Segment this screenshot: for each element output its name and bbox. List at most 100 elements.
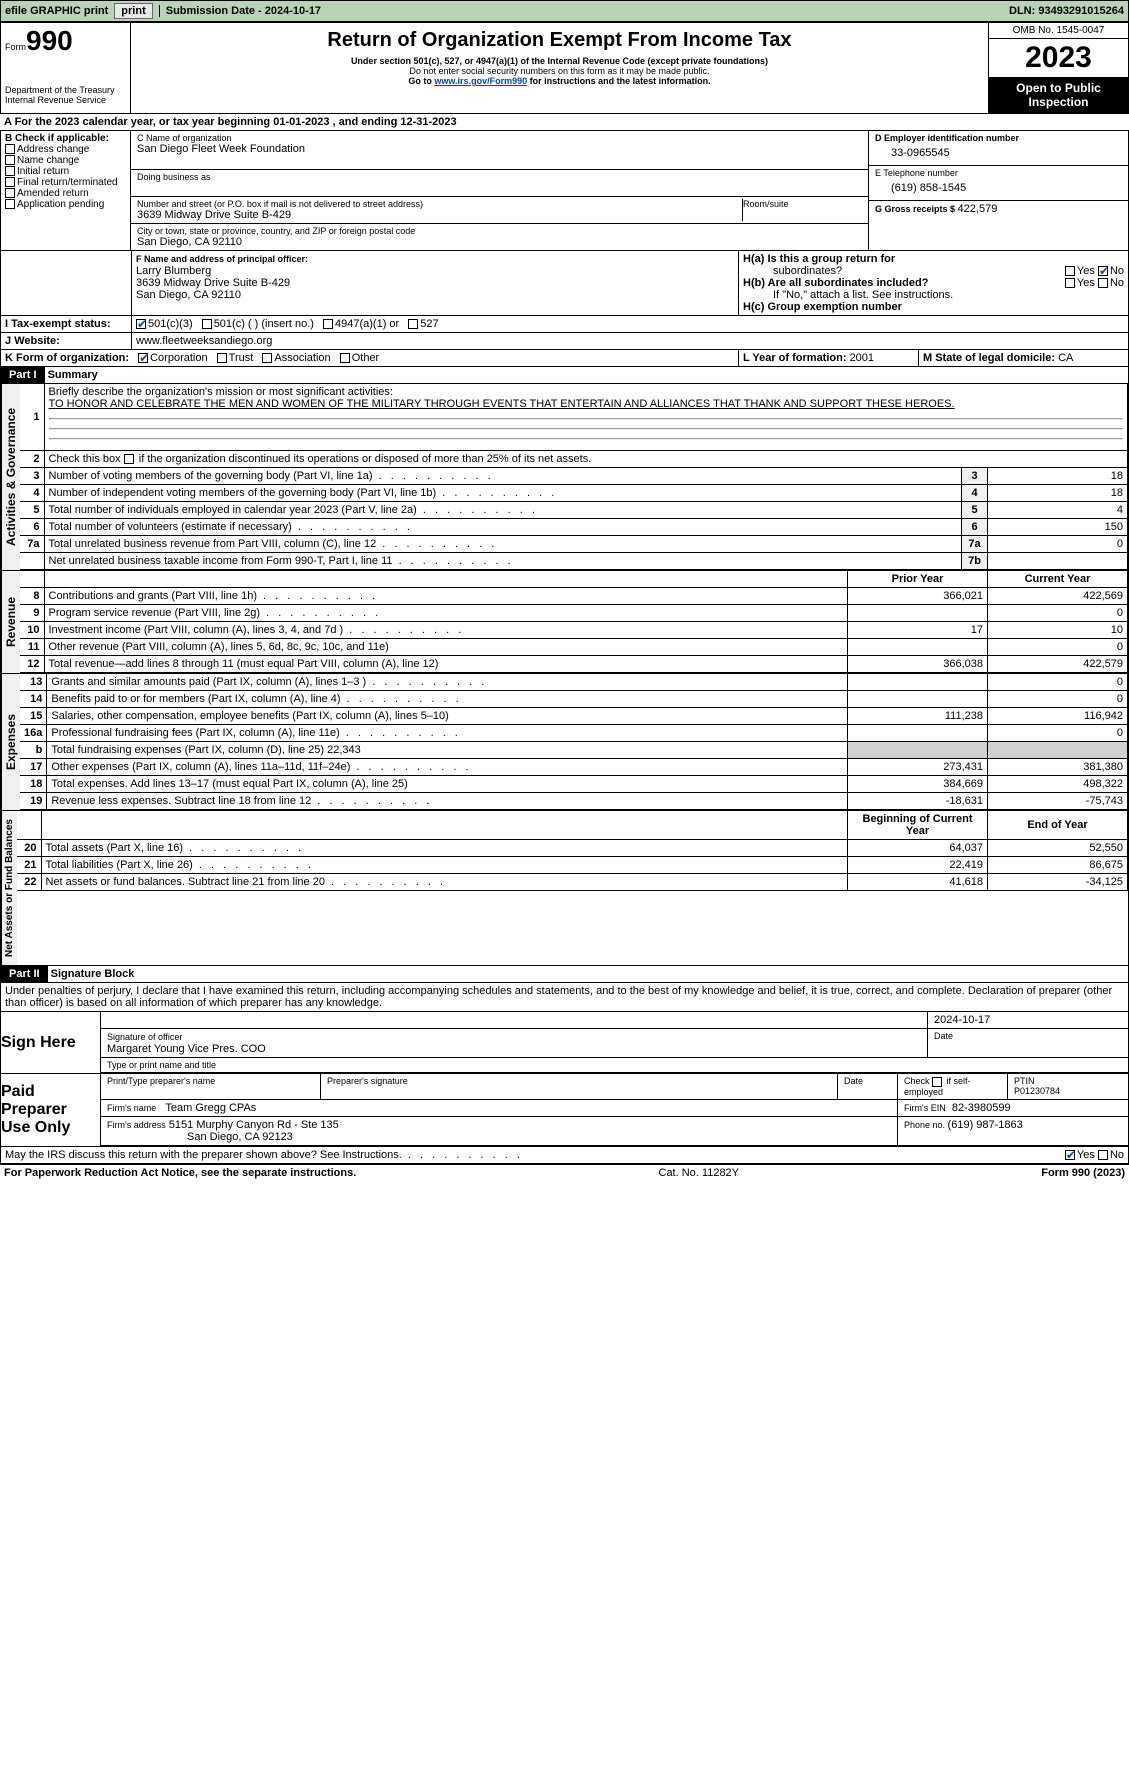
tel-lbl: E Telephone number <box>875 168 1122 178</box>
val-3: 18 <box>988 468 1128 485</box>
efile-label: efile GRAPHIC print <box>5 5 108 17</box>
tax-year: 2023 <box>989 39 1128 77</box>
officer-addr: 3639 Midway Drive Suite B-429 <box>136 277 290 289</box>
officer-sig-name: Margaret Young Vice Pres. COO <box>107 1043 266 1055</box>
cb-other[interactable] <box>340 353 350 363</box>
discuss-row: May the IRS discuss this return with the… <box>0 1147 1129 1164</box>
footer: For Paperwork Reduction Act Notice, see … <box>0 1164 1129 1181</box>
addr-lbl: Number and street (or P.O. box if mail i… <box>137 199 742 209</box>
tel: (619) 858-1545 <box>875 178 1122 198</box>
officer-name: Larry Blumberg <box>136 265 211 277</box>
activities-gov: Activities & Governance 1Briefly describ… <box>0 384 1129 571</box>
form-label: Form <box>5 42 26 52</box>
c-name-lbl: C Name of organization <box>137 133 862 143</box>
val-7b <box>988 553 1128 570</box>
firm-name: Team Gregg CPAs <box>165 1102 256 1114</box>
ha-lbl: H(a) Is this a group return for <box>743 253 895 265</box>
row-ij: I Tax-exempt status: 501(c)(3) 501(c) ( … <box>0 316 1129 333</box>
website-link[interactable]: www.fleetweeksandiego.org <box>136 335 272 347</box>
subtitle-2: Do not enter social security numbers on … <box>137 66 982 76</box>
cb-pending[interactable] <box>5 199 15 209</box>
cb-4947[interactable] <box>323 319 333 329</box>
discuss-yes[interactable] <box>1065 1150 1075 1160</box>
val-5: 4 <box>988 502 1128 519</box>
cb-initial[interactable] <box>5 166 15 176</box>
firm-ein: 82-3980599 <box>952 1102 1011 1114</box>
page-title: Return of Organization Exempt From Incom… <box>137 29 982 52</box>
gross-amt: 422,579 <box>958 203 998 215</box>
hb-note: If "No," attach a list. See instructions… <box>743 289 1124 301</box>
cb-assoc[interactable] <box>262 353 272 363</box>
open-public: Open to Public Inspection <box>989 77 1128 113</box>
vlabel-na: Net Assets or Fund Balances <box>1 811 17 965</box>
gross-lbl: G Gross receipts $ <box>875 204 958 214</box>
part-ii-header: Part II Signature Block <box>0 966 1129 983</box>
irs: Internal Revenue Service <box>5 95 126 105</box>
header: Form990 Department of the Treasury Inter… <box>0 22 1129 114</box>
col-py: Prior Year <box>848 571 988 588</box>
net-assets: Net Assets or Fund Balances Beginning of… <box>0 811 1129 966</box>
dba-lbl: Doing business as <box>137 172 862 182</box>
cb-527[interactable] <box>408 319 418 329</box>
vlabel-ag: Activities & Governance <box>1 384 20 570</box>
hb-lbl: H(b) Are all subordinates included? <box>743 277 928 289</box>
subtitle-1: Under section 501(c), 527, or 4947(a)(1)… <box>137 56 982 66</box>
hb-yes[interactable] <box>1065 278 1075 288</box>
part-i-header: Part I Summary <box>0 367 1129 384</box>
row-j: J Website: www.fleetweeksandiego.org <box>0 333 1129 350</box>
summary-ag: 1Briefly describe the organization's mis… <box>20 384 1128 570</box>
ein: 33-0965545 <box>875 143 1122 163</box>
expenses: Expenses 13Grants and similar amounts pa… <box>0 674 1129 811</box>
cb-trust[interactable] <box>217 353 227 363</box>
discuss-no[interactable] <box>1098 1150 1108 1160</box>
street: 3639 Midway Drive Suite B-429 <box>137 209 742 221</box>
cb-corp[interactable] <box>138 353 148 363</box>
col-cy: Current Year <box>988 571 1128 588</box>
val-6: 150 <box>988 519 1128 536</box>
dln: DLN: 93493291015264 <box>1009 5 1124 17</box>
officer-city: San Diego, CA 92110 <box>136 289 241 301</box>
col-b: B Check if applicable: Address change Na… <box>1 131 131 250</box>
omb: OMB No. 1545-0047 <box>989 23 1128 39</box>
top-bar: efile GRAPHIC print print Submission Dat… <box>0 0 1129 22</box>
form990-link[interactable]: www.irs.gov/Form990 <box>434 76 527 86</box>
cb-final[interactable] <box>5 177 15 187</box>
ha-no[interactable] <box>1098 266 1108 276</box>
print-button[interactable]: print <box>114 3 152 19</box>
section-a: A For the 2023 calendar year, or tax yea… <box>0 114 1129 131</box>
submission-date: Submission Date - 2024-10-17 <box>159 5 321 17</box>
goto: Go to www.irs.gov/Form990 for instructio… <box>137 76 982 86</box>
cb-name-change[interactable] <box>5 155 15 165</box>
dept-treasury: Department of the Treasury <box>5 85 126 95</box>
revenue: Revenue Prior YearCurrent Year 8Contribu… <box>0 571 1129 674</box>
city-lbl: City or town, state or province, country… <box>137 226 862 236</box>
firm-addr: 5151 Murphy Canyon Rd - Ste 135 <box>169 1119 339 1131</box>
hb-no[interactable] <box>1098 278 1108 288</box>
room-lbl: Room/suite <box>743 199 862 209</box>
val-4: 18 <box>988 485 1128 502</box>
mission: TO HONOR AND CELEBRATE THE MEN AND WOMEN… <box>49 398 955 410</box>
col-d: D Employer identification number33-09655… <box>868 131 1128 250</box>
form-990: 990 <box>26 25 73 56</box>
city: San Diego, CA 92110 <box>137 236 862 248</box>
cb-address-change[interactable] <box>5 144 15 154</box>
ha-yes[interactable] <box>1065 266 1075 276</box>
col-c: C Name of organizationSan Diego Fleet We… <box>131 131 868 250</box>
row-klm: K Form of organization: Corporation Trus… <box>0 350 1129 367</box>
cb-amended[interactable] <box>5 188 15 198</box>
cb-discontinued[interactable] <box>124 454 134 464</box>
row-fh: F Name and address of principal officer:… <box>0 251 1129 316</box>
entity-box: B Check if applicable: Address change Na… <box>0 131 1129 251</box>
cb-self-emp[interactable] <box>932 1077 942 1087</box>
val-7a: 0 <box>988 536 1128 553</box>
sig-date: 2024-10-17 <box>928 1012 1128 1029</box>
sign-here: Sign Here 2024-10-17 Signature of office… <box>0 1012 1129 1074</box>
vlabel-exp: Expenses <box>1 674 20 810</box>
cb-501c[interactable] <box>202 319 212 329</box>
year-formation: 2001 <box>850 352 874 364</box>
vlabel-rev: Revenue <box>1 571 20 673</box>
f-lbl: F Name and address of principal officer: <box>136 254 308 264</box>
hc-lbl: H(c) Group exemption number <box>743 301 902 313</box>
cb-501c3[interactable] <box>136 319 146 329</box>
k-lbl: K Form of organization: <box>5 352 129 364</box>
